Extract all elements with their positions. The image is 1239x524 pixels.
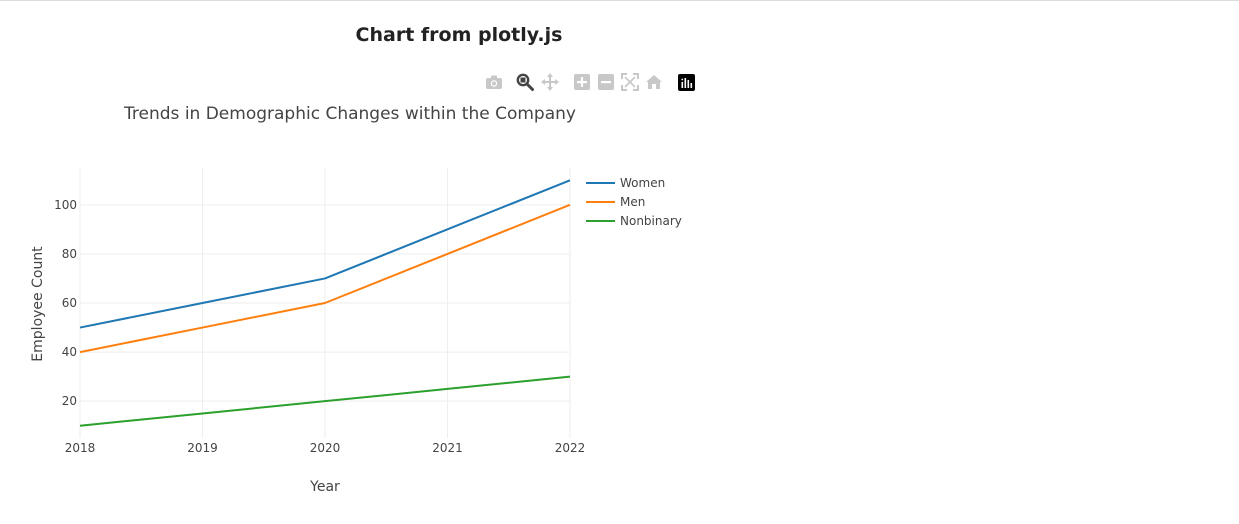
- home-icon[interactable]: [644, 72, 664, 92]
- zoom-icon[interactable]: [515, 72, 535, 92]
- camera-icon[interactable]: [484, 72, 504, 92]
- y-tick-label: 60: [62, 296, 77, 310]
- legend-label: Nonbinary: [620, 214, 682, 228]
- legend-item-nonbinary[interactable]: Nonbinary: [586, 214, 682, 228]
- y-axis-title: Employee Count: [30, 246, 46, 362]
- series-line-women[interactable]: [79, 179, 571, 329]
- legend-item-men[interactable]: Men: [586, 195, 645, 209]
- plotly-logo-icon[interactable]: [676, 72, 696, 92]
- page-heading: Chart from plotly.js: [355, 24, 563, 46]
- x-axis-title: Year: [309, 479, 340, 495]
- x-tick-label: 2020: [310, 441, 341, 455]
- zoom-in-icon[interactable]: [572, 72, 592, 92]
- top-divider: [0, 0, 1239, 1]
- legend[interactable]: Women Men Nonbinary: [586, 176, 682, 228]
- y-tick-label: 80: [62, 247, 77, 261]
- series-lines: [79, 179, 571, 427]
- chart-title: Trends in Demographic Changes within the…: [123, 104, 576, 124]
- modebar: [484, 72, 699, 92]
- legend-item-women[interactable]: Women: [586, 176, 665, 190]
- x-axis-ticks: 2018 2019 2020 2021 2022: [65, 441, 586, 455]
- series-line-nonbinary[interactable]: [79, 375, 571, 427]
- zoom-out-icon[interactable]: [596, 72, 616, 92]
- legend-label: Men: [620, 195, 645, 209]
- legend-label: Women: [620, 176, 665, 190]
- autoscale-icon[interactable]: [620, 72, 640, 92]
- x-tick-label: 2019: [187, 441, 218, 455]
- y-axis-ticks: 20 40 60 80 100: [54, 198, 77, 408]
- series-line-men[interactable]: [79, 203, 571, 354]
- y-tick-label: 20: [62, 394, 77, 408]
- x-tick-label: 2022: [555, 441, 586, 455]
- pan-icon[interactable]: [540, 72, 560, 92]
- y-tick-label: 40: [62, 345, 77, 359]
- y-tick-label: 100: [54, 198, 77, 212]
- x-tick-label: 2021: [432, 441, 463, 455]
- x-tick-label: 2018: [65, 441, 96, 455]
